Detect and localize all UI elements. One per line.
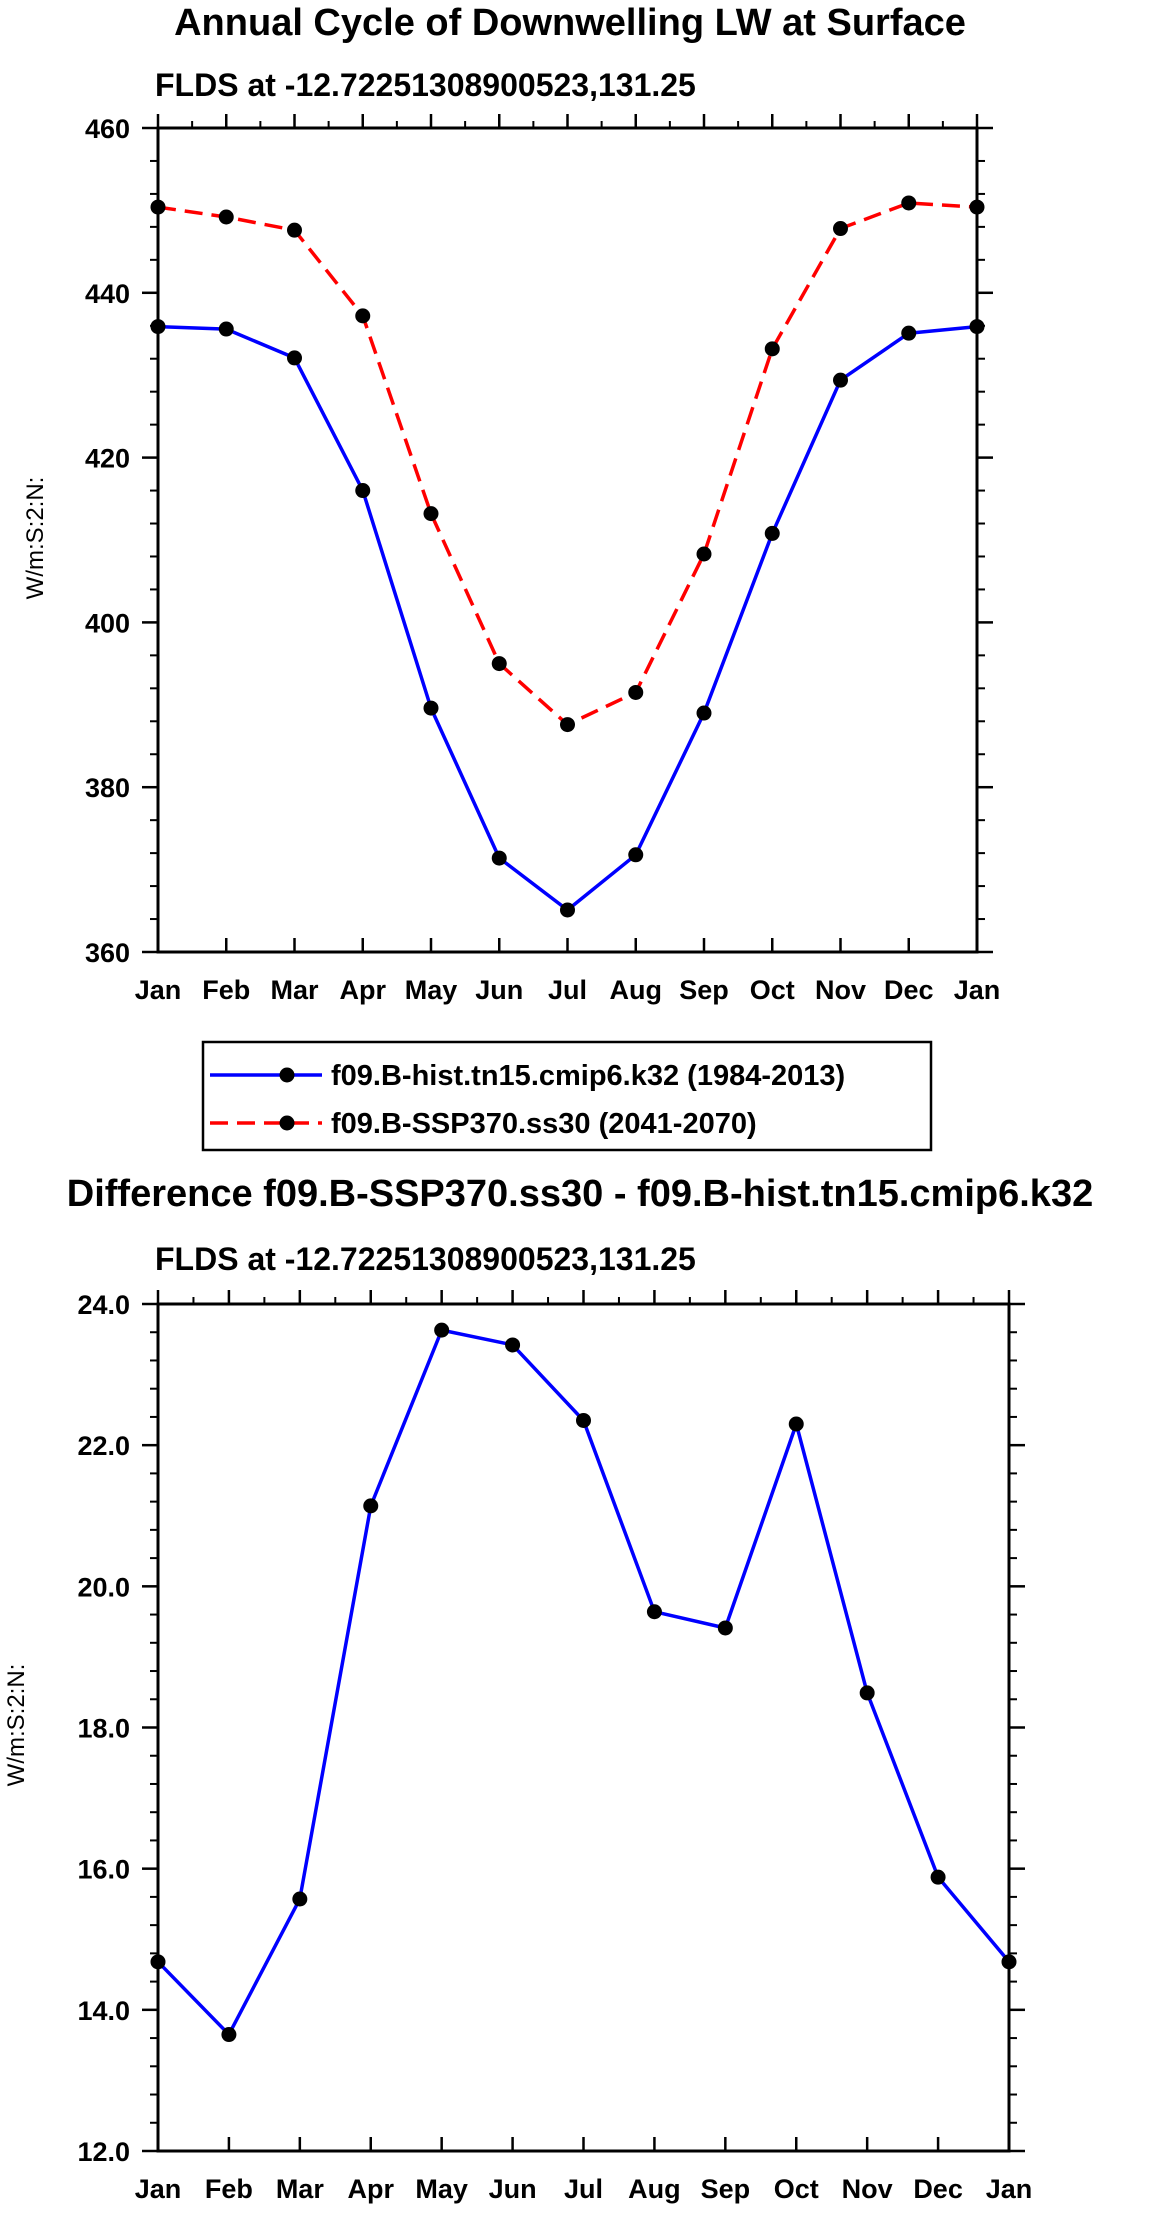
- chart2-title: Difference f09.B-SSP370.ss30 - f09.B-his…: [67, 1173, 1093, 1215]
- data-point-series-0: [423, 700, 439, 716]
- annual-cycle-chart: Annual Cycle of Downwelling LW at Surfac…: [22, 2, 1001, 1152]
- legend-label-ssp370: f09.B-SSP370.ss30 (2041-2070): [331, 1108, 757, 1140]
- x-tick-label: Apr: [340, 975, 387, 1005]
- chart1-y-axis-label: W/m:S:2:N:: [22, 477, 49, 600]
- x-tick-label: Sep: [701, 2174, 751, 2204]
- x-tick-label: Jan: [986, 2174, 1033, 2204]
- data-point-series-0: [491, 850, 507, 866]
- x-tick-label: Aug: [628, 2174, 680, 2204]
- x-tick-label: Sep: [679, 975, 729, 1005]
- data-point-series-1: [833, 221, 848, 237]
- data-point-series-1: [901, 195, 917, 211]
- chart2-y-axis-label: W/m:S:2:N:: [3, 1664, 30, 1787]
- data-point-series-0: [717, 1620, 733, 1636]
- legend-box: [201, 1040, 933, 1152]
- data-point-series-1: [218, 209, 234, 225]
- data-point-series-0: [221, 2027, 237, 2043]
- x-tick-label: Oct: [774, 2174, 819, 2204]
- data-point-series-1: [355, 308, 371, 324]
- x-tick-label: Dec: [913, 2174, 963, 2204]
- data-point-series-0: [363, 1498, 379, 1514]
- y-tick-label: 12.0: [77, 2137, 130, 2167]
- x-tick-label: Dec: [884, 975, 934, 1005]
- y-tick-label: 16.0: [77, 1855, 130, 1885]
- x-tick-label: Mar: [276, 2174, 325, 2204]
- x-tick-label: Jan: [135, 975, 182, 1005]
- data-point-series-0: [930, 1869, 946, 1885]
- data-point-series-0: [901, 325, 917, 341]
- y-tick-label: 380: [85, 773, 130, 803]
- x-tick-label: Feb: [202, 975, 250, 1005]
- y-tick-label: 24.0: [77, 1290, 130, 1320]
- chart1-legend: f09.B-hist.tn15.cmip6.k32 (1984-2013) f0…: [201, 1040, 933, 1152]
- data-point-series-1: [423, 506, 439, 522]
- x-tick-label: Jan: [135, 2174, 182, 2204]
- legend-entry-hist: f09.B-hist.tn15.cmip6.k32 (1984-2013): [210, 1060, 845, 1092]
- x-tick-label: Feb: [205, 2174, 253, 2204]
- series-line-1: [157, 201, 978, 727]
- x-tick-label: May: [405, 975, 458, 1005]
- data-point-series-0: [505, 1337, 521, 1353]
- data-point-series-0: [292, 1891, 308, 1907]
- data-point-series-0: [628, 847, 644, 863]
- legend-entry-ssp370: f09.B-SSP370.ss30 (2041-2070): [210, 1108, 757, 1140]
- x-tick-label: Jan: [954, 975, 1001, 1005]
- data-point-series-1: [628, 684, 644, 700]
- data-point-series-1: [287, 222, 302, 238]
- data-point-series-0: [788, 1416, 804, 1432]
- data-point-series-0: [355, 483, 371, 499]
- data-point-series-1: [696, 546, 712, 562]
- data-point-series-1: [491, 656, 507, 672]
- y-tick-label: 18.0: [77, 1714, 130, 1744]
- x-tick-label: Jul: [564, 2174, 603, 2204]
- data-point-series-0: [859, 1685, 875, 1701]
- data-point-series-1: [560, 717, 575, 733]
- x-tick-label: Jun: [489, 2174, 537, 2204]
- data-point-series-0: [434, 1322, 450, 1338]
- data-point-series-1: [764, 341, 780, 357]
- data-point-series-0: [560, 902, 575, 918]
- y-tick-label: 22.0: [77, 1431, 130, 1461]
- series-line-0: [156, 1328, 1011, 2037]
- data-point-series-0: [576, 1412, 591, 1428]
- x-tick-label: Jul: [548, 975, 587, 1005]
- chart1-title: Annual Cycle of Downwelling LW at Surfac…: [174, 2, 966, 44]
- data-point-series-0: [218, 321, 234, 337]
- series-line-0: [157, 324, 978, 912]
- y-tick-label: 460: [85, 114, 130, 144]
- difference-chart: Difference f09.B-SSP370.ss30 - f09.B-his…: [3, 1173, 1093, 2204]
- legend-label-hist: f09.B-hist.tn15.cmip6.k32 (1984-2013): [331, 1060, 845, 1092]
- x-tick-label: Nov: [842, 2174, 893, 2204]
- x-tick-label: Jun: [475, 975, 523, 1005]
- y-tick-label: 20.0: [77, 1572, 130, 1602]
- y-tick-label: 440: [85, 279, 130, 309]
- x-tick-label: Aug: [610, 975, 662, 1005]
- chart1-plot-frame: [156, 126, 979, 954]
- data-point-series-0: [696, 705, 712, 721]
- data-point-series-0: [646, 1604, 662, 1620]
- chart1-subtitle: FLDS at -12.72251308900523,131.25: [155, 67, 696, 103]
- legend-marker-ssp370: [279, 1115, 295, 1131]
- data-point-series-0: [833, 372, 848, 388]
- chart2-subtitle: FLDS at -12.72251308900523,131.25: [155, 1241, 696, 1277]
- x-tick-label: Apr: [348, 2174, 395, 2204]
- x-tick-label: Oct: [750, 975, 795, 1005]
- data-point-series-0: [287, 350, 302, 366]
- x-tick-label: Mar: [270, 975, 319, 1005]
- x-tick-label: Nov: [815, 975, 866, 1005]
- data-point-series-0: [764, 525, 780, 541]
- y-tick-label: 420: [85, 444, 130, 474]
- y-tick-label: 14.0: [77, 1996, 130, 2026]
- y-tick-label: 400: [85, 608, 130, 638]
- legend-marker-hist: [279, 1067, 295, 1083]
- y-tick-label: 360: [85, 938, 130, 968]
- x-tick-label: May: [415, 2174, 468, 2204]
